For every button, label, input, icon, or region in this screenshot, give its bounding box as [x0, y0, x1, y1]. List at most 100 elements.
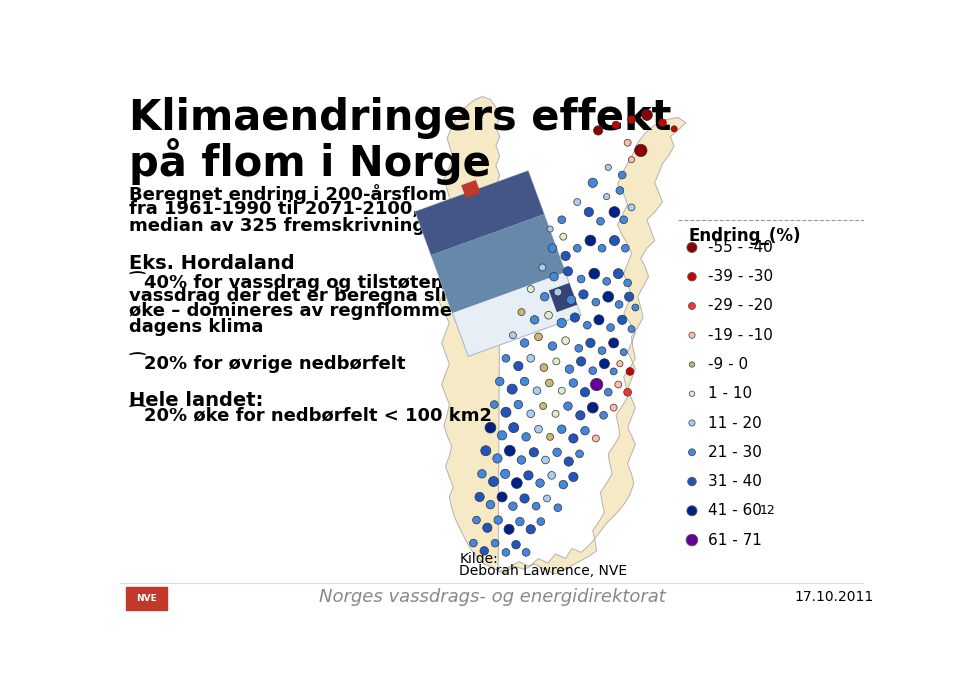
Circle shape — [509, 422, 518, 433]
Bar — [126, 587, 166, 610]
Text: øke – domineres av regnflommer i: øke – domineres av regnflommer i — [130, 302, 473, 320]
Circle shape — [588, 268, 600, 279]
Circle shape — [559, 480, 567, 489]
Text: Beregnet endring i 200-årsflom: Beregnet endring i 200-årsflom — [130, 185, 447, 205]
Circle shape — [520, 377, 529, 386]
Circle shape — [527, 285, 534, 293]
Circle shape — [575, 344, 583, 352]
Circle shape — [641, 110, 653, 121]
Circle shape — [585, 235, 596, 246]
Circle shape — [546, 433, 554, 440]
Text: -55 - -40: -55 - -40 — [708, 240, 773, 255]
Circle shape — [475, 493, 484, 502]
Text: 12: 12 — [759, 504, 775, 517]
Circle shape — [581, 426, 589, 435]
Circle shape — [588, 367, 596, 375]
Bar — [549, 283, 577, 312]
Circle shape — [492, 539, 499, 547]
Circle shape — [689, 362, 695, 367]
Circle shape — [517, 455, 526, 464]
Circle shape — [576, 450, 584, 457]
Circle shape — [530, 316, 539, 324]
Circle shape — [688, 302, 695, 309]
Bar — [416, 171, 544, 255]
Circle shape — [553, 448, 562, 457]
Circle shape — [687, 272, 696, 281]
Text: 1 - 10: 1 - 10 — [708, 387, 753, 401]
Circle shape — [689, 420, 695, 426]
Circle shape — [603, 278, 611, 285]
Text: 31 - 40: 31 - 40 — [708, 474, 762, 489]
Circle shape — [504, 445, 516, 456]
Circle shape — [562, 337, 569, 344]
Circle shape — [568, 472, 578, 482]
Text: Klimaendringers effekt: Klimaendringers effekt — [130, 96, 672, 138]
Text: vassdrag der det er beregna slik: vassdrag der det er beregna slik — [130, 287, 459, 305]
Circle shape — [609, 338, 618, 348]
Circle shape — [515, 400, 522, 409]
Circle shape — [529, 448, 539, 457]
Circle shape — [548, 244, 557, 252]
Circle shape — [497, 431, 507, 440]
Text: NVE: NVE — [136, 594, 156, 603]
Text: Eks. Hordaland: Eks. Hordaland — [130, 254, 295, 273]
Circle shape — [604, 194, 610, 200]
Circle shape — [527, 354, 535, 362]
Text: 21 - 30: 21 - 30 — [708, 445, 762, 460]
Circle shape — [585, 207, 593, 216]
Circle shape — [558, 216, 565, 224]
Circle shape — [624, 389, 632, 396]
Circle shape — [671, 126, 677, 132]
Circle shape — [688, 449, 695, 455]
Circle shape — [628, 204, 635, 211]
Circle shape — [543, 495, 550, 502]
Circle shape — [598, 245, 606, 252]
Circle shape — [500, 469, 510, 478]
Circle shape — [616, 360, 623, 367]
Circle shape — [624, 279, 632, 287]
Circle shape — [522, 548, 530, 556]
Text: -29 - -20: -29 - -20 — [708, 298, 773, 313]
Circle shape — [540, 293, 549, 301]
Circle shape — [535, 333, 542, 340]
Circle shape — [541, 456, 549, 464]
Circle shape — [527, 410, 535, 418]
Circle shape — [570, 313, 580, 322]
Text: Endring_(%): Endring_(%) — [688, 227, 801, 245]
Circle shape — [565, 365, 574, 373]
Circle shape — [533, 387, 540, 395]
Circle shape — [607, 324, 614, 331]
Circle shape — [592, 435, 599, 442]
Circle shape — [628, 326, 635, 333]
Text: 61 - 71: 61 - 71 — [708, 533, 762, 548]
Circle shape — [472, 516, 480, 524]
Circle shape — [581, 388, 589, 397]
Circle shape — [504, 524, 515, 534]
Circle shape — [539, 264, 546, 271]
Circle shape — [588, 178, 597, 187]
Circle shape — [632, 304, 638, 311]
Circle shape — [594, 315, 604, 325]
Circle shape — [547, 226, 553, 232]
Circle shape — [548, 471, 556, 480]
Circle shape — [537, 517, 544, 526]
Circle shape — [532, 502, 540, 510]
Circle shape — [516, 517, 524, 526]
Circle shape — [544, 311, 552, 319]
Circle shape — [478, 470, 486, 478]
Circle shape — [512, 477, 522, 489]
Circle shape — [617, 316, 627, 325]
Circle shape — [512, 540, 520, 549]
Circle shape — [557, 318, 566, 327]
Circle shape — [611, 368, 617, 375]
Circle shape — [596, 218, 605, 225]
Circle shape — [469, 539, 477, 547]
Bar — [416, 171, 581, 356]
Circle shape — [559, 387, 565, 394]
Circle shape — [600, 411, 608, 419]
Circle shape — [480, 546, 489, 555]
Circle shape — [621, 245, 629, 252]
Circle shape — [494, 516, 502, 524]
Circle shape — [553, 358, 560, 365]
Text: ⁀40% for vassdrag og tilstøtende: ⁀40% for vassdrag og tilstøtende — [130, 271, 468, 292]
